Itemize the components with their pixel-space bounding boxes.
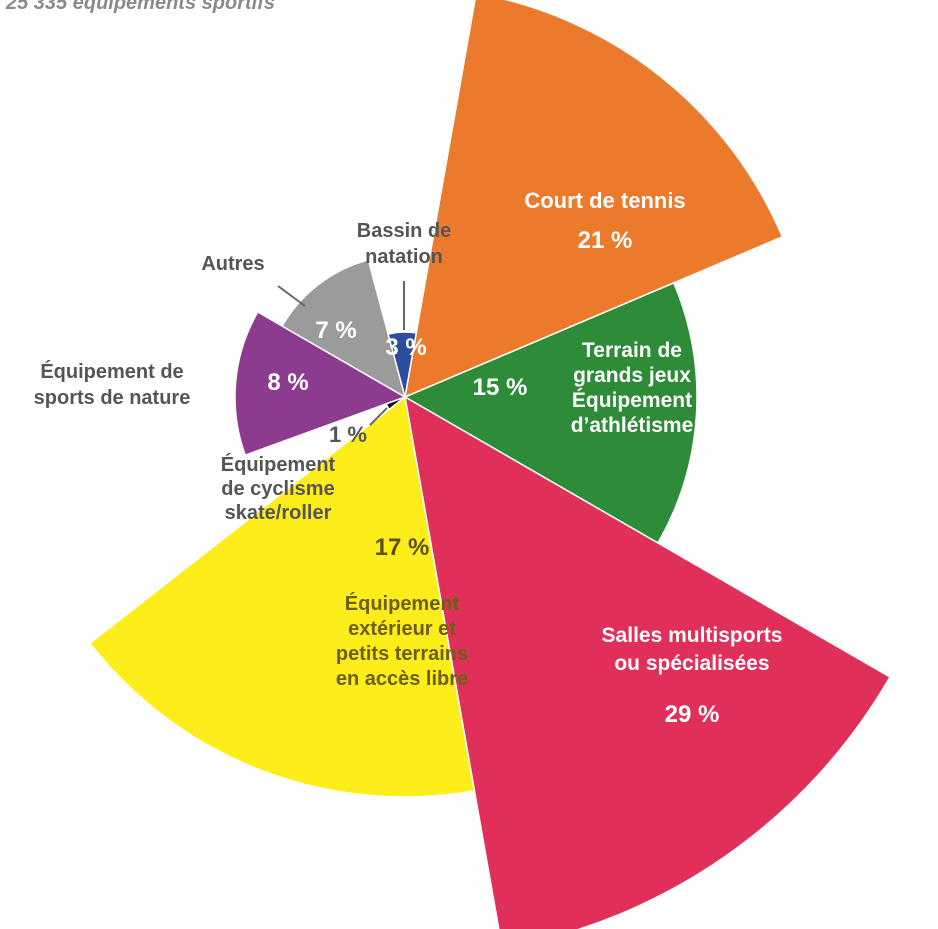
slice-name-salles-multisports-ou-specialisees: Salles multisports ou spécialisées — [602, 624, 783, 675]
slice-name-court-de-tennis: Court de tennis — [524, 188, 685, 213]
slice-value-terrain-de-grands-jeux-equipement-d-athletisme: 15 % — [473, 374, 528, 401]
slice-value-bassin-de-natation: 3 % — [385, 334, 426, 361]
wedge-salles-multisports-ou-specialisees — [403, 395, 891, 929]
leader-line-autres — [277, 285, 306, 307]
wedge-court-de-tennis — [404, 0, 784, 399]
wedge-bassin-de-natation — [387, 331, 418, 398]
slice-name-equipement-de-cyclisme-skate-roller: Équipement de cyclisme skate/roller — [221, 453, 336, 524]
slice-value-court-de-tennis: 21 % — [578, 227, 633, 254]
slice-name-autres: Autres — [201, 253, 264, 275]
slice-value-salles-multisports-ou-specialisees: 29 % — [665, 701, 720, 728]
slice-name-bassin-de-natation: Bassin de natation — [357, 220, 451, 268]
slice-name-equipement-de-sports-de-nature: Équipement de sports de nature — [34, 360, 191, 409]
labels-group: Court de tennis 21 % Terrain de grands jeux… — [34, 188, 783, 728]
wedge-terrain-de-grands-jeux-equipement-d-athletisme — [403, 281, 698, 545]
slice-value-equipement-de-sports-de-nature: 8 % — [267, 369, 308, 396]
slice-name-equipement-exterieur-et-petits-terrains-en-acces-libre: Équipement extérieur et petits terrains en … — [336, 592, 468, 690]
slice-value-equipement-de-cyclisme-skate-roller: 1 % — [329, 422, 367, 447]
wedge-equipement-exterieur-et-petits-terrains-en-acces-libre — [88, 395, 476, 798]
wedges-group — [88, 0, 891, 929]
leader-line-equipement-de-cyclisme-skate-roller — [369, 407, 388, 426]
slice-value-autres: 7 % — [315, 317, 356, 344]
leader-lines-group — [277, 281, 405, 426]
wedge-equipement-de-sports-de-nature — [234, 310, 407, 457]
slice-name-terrain-de-grands-jeux-equipement-d-athletisme: Terrain de grands jeux Équipement d’athléti… — [571, 339, 694, 437]
wedge-autres — [280, 258, 407, 399]
slice-value-equipement-exterieur-et-petits-terrains-en-acces-libre: 17 % — [375, 534, 430, 561]
chart-title: 25 335 équipements sportifs — [6, 0, 275, 14]
